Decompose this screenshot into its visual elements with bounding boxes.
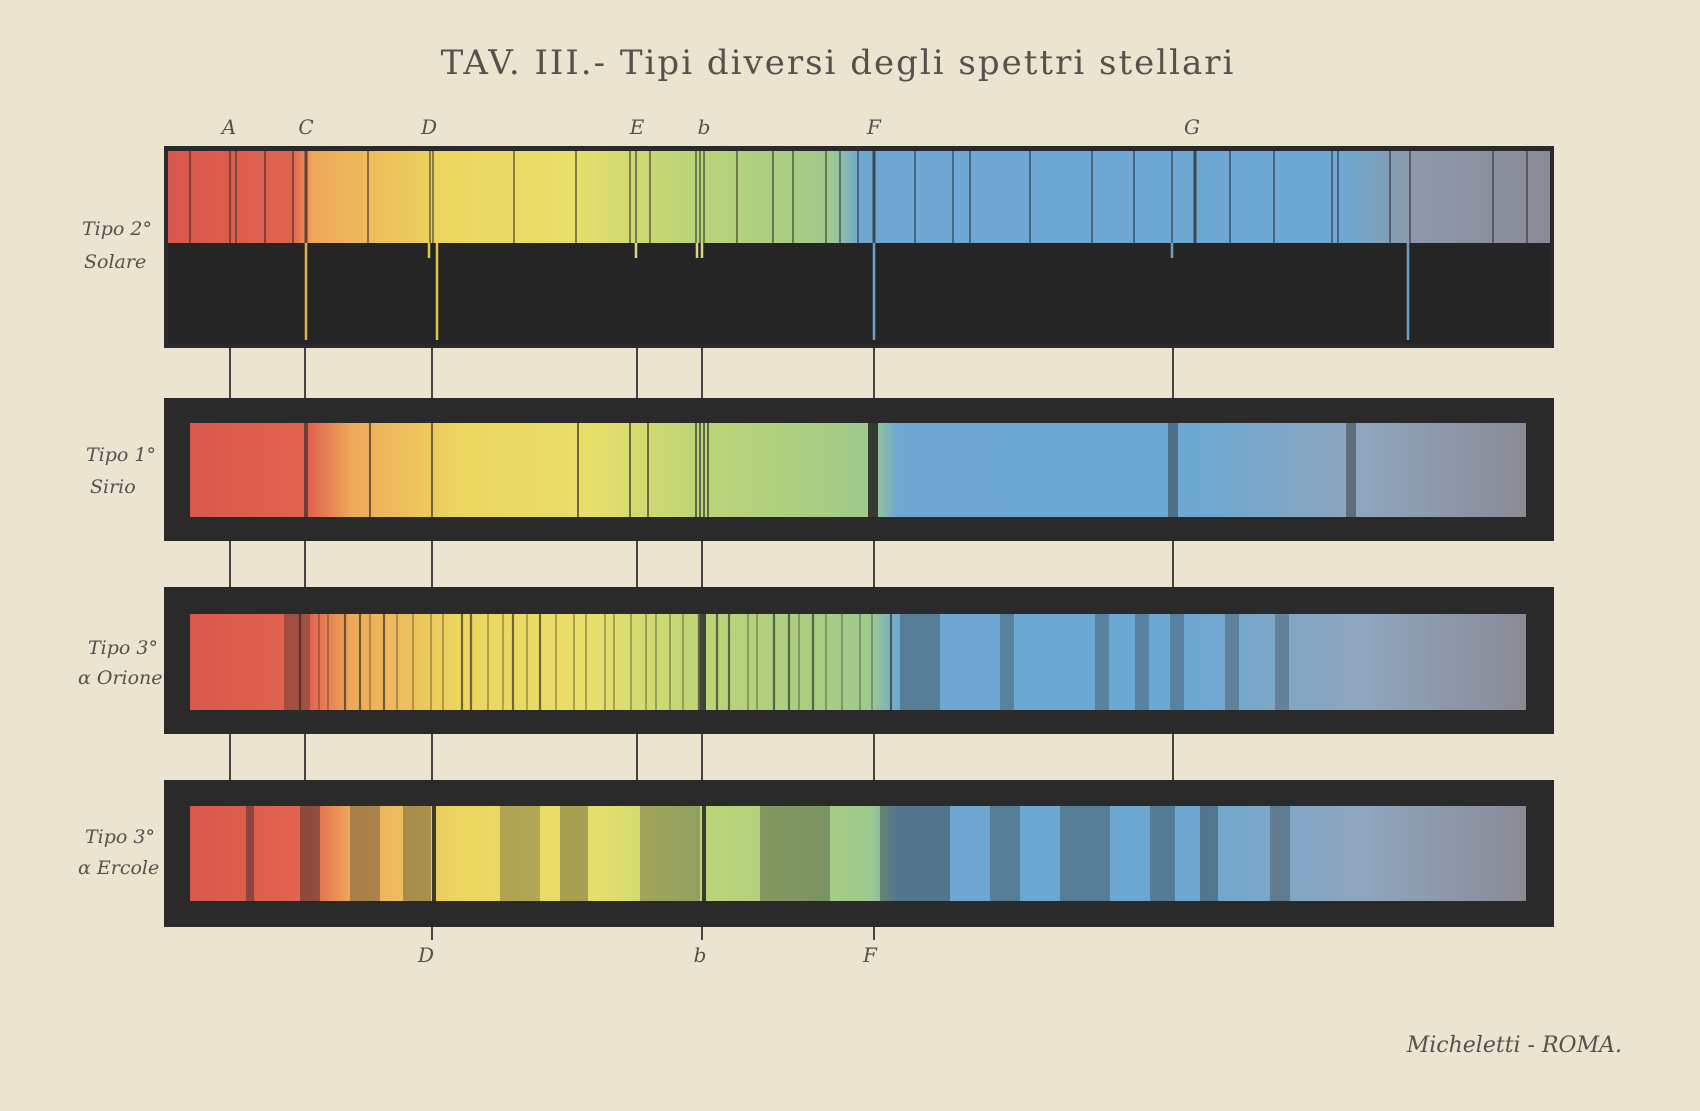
- bottom-marker-b: b: [694, 943, 707, 967]
- ercole-band: [760, 806, 830, 901]
- sirio-hydrogen-band: [868, 423, 878, 517]
- marker-b: b: [698, 115, 711, 139]
- ercole-band: [560, 806, 588, 901]
- bottom-marker-F: F: [862, 943, 878, 967]
- orione-band: [1095, 614, 1109, 710]
- ercole-band: [1150, 806, 1175, 901]
- marker-A: A: [220, 115, 236, 139]
- ercole-absorption-lines: [246, 806, 1290, 901]
- ercole-band: [300, 806, 320, 901]
- orione-band: [900, 614, 940, 710]
- ercole-band: [246, 806, 254, 901]
- row-label-orione-type: Tipo 3°: [88, 637, 158, 659]
- orione-band: [1275, 614, 1289, 710]
- marker-C: C: [298, 115, 313, 139]
- spectrum-row-sirio: [164, 398, 1554, 541]
- solar-spectrum-band: [168, 151, 1550, 243]
- orione-band: [1000, 614, 1014, 710]
- ercole-spectrum-band: [190, 806, 1526, 901]
- solar-absorption-lines: [189, 151, 1528, 243]
- ercole-band: [640, 806, 700, 901]
- orione-band: [700, 614, 706, 710]
- printer-imprint: Micheletti - ROMA.: [1406, 1033, 1622, 1058]
- bottom-fraunhofer-markers: D b F: [417, 943, 878, 967]
- ercole-band: [1200, 806, 1218, 901]
- row-label-solare-type: Tipo 2°: [82, 218, 152, 240]
- sirio-hydrogen-band: [1168, 423, 1178, 517]
- row-label-ercole-name: α Ercole: [78, 857, 159, 879]
- orione-spectrum-band: [190, 614, 1526, 710]
- ercole-band: [990, 806, 1020, 901]
- solar-comparison-lines: [304, 243, 1410, 340]
- plate-title: TAV. III.- Tipi diversi degli spettri st…: [441, 43, 1236, 83]
- row-label-sirio-type: Tipo 1°: [86, 444, 156, 466]
- ercole-band: [403, 806, 431, 901]
- spectrum-row-ercole: [164, 780, 1554, 927]
- row-label-solare-name: Solare: [84, 251, 146, 273]
- spectrum-row-solare: [164, 146, 1554, 348]
- ercole-band: [880, 806, 950, 901]
- row-label-orione-name: α Orione: [78, 667, 163, 689]
- ercole-band: [432, 806, 436, 901]
- ercole-band: [702, 806, 706, 901]
- marker-F: F: [866, 115, 882, 139]
- ercole-band: [500, 806, 540, 901]
- marker-D: D: [420, 115, 437, 139]
- orione-band: [1170, 614, 1184, 710]
- ercole-band: [1270, 806, 1290, 901]
- sirio-absorption-lines: [304, 423, 1356, 517]
- row-label-ercole-type: Tipo 3°: [85, 826, 155, 848]
- sirio-spectrum-band: [190, 423, 1526, 517]
- marker-G: G: [1184, 115, 1200, 139]
- orione-band: [284, 614, 310, 710]
- orione-absorption-lines: [284, 614, 1289, 710]
- orione-band: [1135, 614, 1149, 710]
- orione-band: [1225, 614, 1239, 710]
- row-label-sirio-name: Sirio: [90, 476, 136, 498]
- sirio-hydrogen-band: [1346, 423, 1356, 517]
- marker-E: E: [629, 115, 645, 139]
- solar-dark-band: [168, 243, 1550, 344]
- ercole-band: [350, 806, 380, 901]
- ercole-band: [1060, 806, 1110, 901]
- spectrum-row-orione: [164, 587, 1554, 734]
- guide-lines: [229, 348, 1174, 940]
- bottom-marker-D: D: [417, 943, 434, 967]
- top-fraunhofer-markers: A C D E b F G: [220, 115, 1200, 139]
- row-labels: Tipo 2° Solare Tipo 1° Sirio Tipo 3° α O…: [78, 218, 163, 879]
